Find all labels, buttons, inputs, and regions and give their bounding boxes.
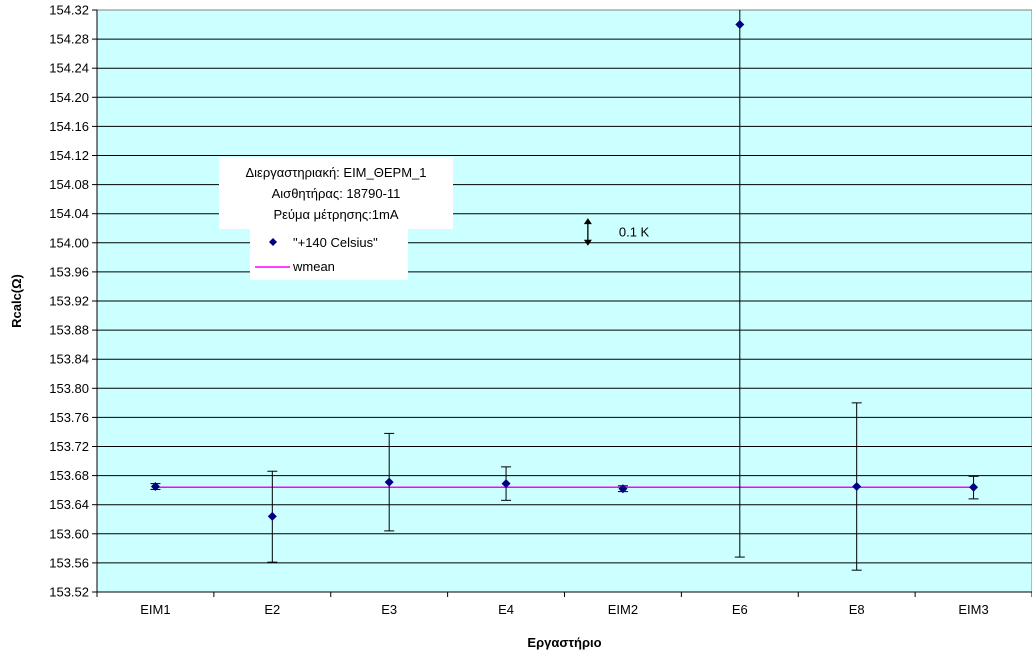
data-point	[501, 479, 511, 489]
scale-label: 0.1 K	[619, 224, 650, 239]
legend-label-wmean: wmean	[292, 259, 335, 274]
x-tick-label: EIM1	[140, 602, 170, 617]
info-box: Διεργαστηριακή: EIM_ΘΕΡΜ_1 Αισθητήρας: 1…	[219, 157, 453, 229]
legend: "+140 Celsius" wmean	[250, 229, 408, 280]
data-points	[150, 20, 979, 521]
y-tick-label: 153.80	[49, 381, 89, 396]
y-tick-label: 153.52	[49, 585, 89, 600]
y-tick-label: 154.12	[49, 148, 89, 163]
x-tick-label: EIM3	[958, 602, 988, 617]
x-tick-label: E8	[849, 602, 865, 617]
x-tick-label: E3	[381, 602, 397, 617]
x-tick-label: E4	[498, 602, 514, 617]
info-line-1: Διεργαστηριακή: EIM_ΘΕΡΜ_1	[245, 165, 426, 180]
x-axis-title: Εργαστήριο	[527, 635, 601, 650]
y-tick-label: 154.16	[49, 119, 89, 134]
data-point	[150, 482, 160, 492]
x-tick-label: E2	[264, 602, 280, 617]
y-tick-label: 153.88	[49, 323, 89, 338]
y-tick-label: 153.92	[49, 294, 89, 309]
grid-lines	[97, 38, 1032, 564]
y-tick-label: 154.04	[49, 206, 89, 221]
y-tick-label: 153.64	[49, 497, 89, 512]
y-tick-label: 154.28	[49, 32, 89, 47]
info-line-3: Ρεύμα μέτρησης:1mA	[273, 207, 398, 222]
data-point	[735, 20, 745, 30]
y-tick-label: 153.60	[49, 526, 89, 541]
y-tick-label: 154.32	[49, 3, 89, 18]
legend-label-series: "+140 Celsius"	[293, 235, 378, 250]
data-point	[618, 484, 628, 494]
y-tick-label: 153.96	[49, 264, 89, 279]
info-line-2: Αισθητήρας: 18790-11	[272, 186, 401, 201]
x-tick-label: EIM2	[608, 602, 638, 617]
legend-frame	[250, 229, 408, 280]
y-tick-label: 153.72	[49, 439, 89, 454]
y-tick-label: 154.00	[49, 235, 89, 250]
y-axis-title: Rcalc(Ω)	[9, 274, 24, 328]
data-point	[852, 482, 862, 492]
scale-annotation: 0.1 K	[583, 218, 650, 246]
y-tick-label: 154.24	[49, 61, 89, 76]
y-axis: 153.52 153.56 153.60 153.64 153.68 153.72 153.…	[49, 3, 98, 600]
y-tick-label: 153.68	[49, 468, 89, 483]
legend-diamond-marker	[269, 238, 277, 246]
scale-arrow-head-down	[583, 239, 592, 246]
data-point	[969, 482, 979, 492]
y-tick-label: 154.20	[49, 90, 89, 105]
y-tick-label: 154.08	[49, 177, 89, 192]
data-point	[267, 511, 277, 521]
x-tick-label: E6	[732, 602, 748, 617]
info-box-frame	[219, 157, 453, 229]
y-tick-label: 153.84	[49, 352, 89, 367]
data-point	[384, 477, 394, 487]
y-tick-label: 153.76	[49, 410, 89, 425]
scale-arrow-head-up	[583, 218, 592, 225]
y-tick-label: 153.56	[49, 555, 89, 570]
x-axis: EIM1 E2 E3 E4 EIM2 E6 E8 EIM3	[96, 591, 1032, 617]
